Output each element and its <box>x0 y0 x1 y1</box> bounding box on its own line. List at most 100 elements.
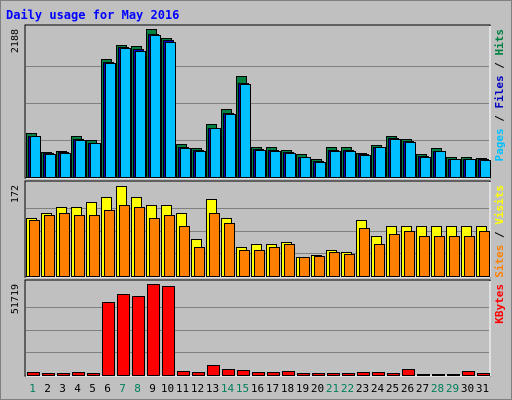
day-label-10: 10 <box>161 382 174 395</box>
bar-pages-day-20 <box>315 162 326 178</box>
day-label-7: 7 <box>119 382 126 395</box>
day-label-27: 27 <box>416 382 429 395</box>
bar-sites-day-21 <box>329 252 340 277</box>
bar-kbytes-day-25 <box>387 373 400 376</box>
bar-pages-day-3 <box>60 153 71 178</box>
day-label-1: 1 <box>29 382 36 395</box>
bar-pages-day-5 <box>90 143 101 178</box>
side-label-part: Visits <box>493 185 506 225</box>
bar-kbytes-day-2 <box>42 373 55 376</box>
bar-pages-day-28 <box>435 151 446 178</box>
bar-sites-day-28 <box>434 236 445 277</box>
bar-pages-day-14 <box>225 114 236 178</box>
bar-pages-day-9 <box>150 35 161 178</box>
day-label-18: 18 <box>281 382 294 395</box>
bar-pages-day-31 <box>480 160 491 178</box>
bar-pages-day-6 <box>105 63 116 178</box>
chart-title: Daily usage for May 2016 <box>6 8 179 22</box>
bar-kbytes-day-15 <box>237 370 250 376</box>
bar-kbytes-day-10 <box>162 286 175 376</box>
panel-top: 2188 Pages / Files / Hits <box>10 24 506 179</box>
y-max-label: 172 <box>10 185 21 203</box>
bar-kbytes-day-27 <box>417 374 430 376</box>
day-label-2: 2 <box>44 382 51 395</box>
bar-pages-day-16 <box>255 150 266 178</box>
bar-kbytes-day-28 <box>432 374 445 376</box>
plot-area <box>24 279 491 377</box>
bars-bottom <box>27 284 490 376</box>
bar-kbytes-day-29 <box>447 374 460 376</box>
panel-middle: 172 Sites / Visits <box>10 180 506 278</box>
bar-kbytes-day-12 <box>192 372 205 376</box>
side-label-part: Sites <box>493 245 506 278</box>
bar-sites-day-7 <box>119 205 130 277</box>
day-label-23: 23 <box>356 382 369 395</box>
bar-sites-day-10 <box>164 215 175 277</box>
bar-sites-day-26 <box>404 231 415 277</box>
day-label-5: 5 <box>89 382 96 395</box>
day-label-22: 22 <box>341 382 354 395</box>
day-label-6: 6 <box>104 382 111 395</box>
bar-kbytes-day-11 <box>177 371 190 376</box>
side-label-part: Hits <box>493 29 506 56</box>
bar-pages-day-18 <box>285 153 296 178</box>
bar-kbytes-day-3 <box>57 373 70 376</box>
day-label-30: 30 <box>461 382 474 395</box>
bar-sites-day-22 <box>344 254 355 277</box>
bar-pages-day-19 <box>300 157 311 178</box>
bar-sites-day-15 <box>239 250 250 277</box>
day-label-13: 13 <box>206 382 219 395</box>
bar-pages-day-24 <box>375 147 386 178</box>
day-label-31: 31 <box>476 382 489 395</box>
bar-pages-day-15 <box>240 84 251 178</box>
side-label: Pages / Files / Hits <box>493 29 506 162</box>
bar-kbytes-day-30 <box>462 371 475 376</box>
side-label-part: Files <box>493 75 506 108</box>
chart-panels: 2188 Pages / Files / Hits 172 Sites / Visit… <box>10 24 506 377</box>
bar-kbytes-day-24 <box>372 372 385 376</box>
day-label-15: 15 <box>236 382 249 395</box>
day-label-19: 19 <box>296 382 309 395</box>
bar-pages-day-23 <box>360 155 371 178</box>
bar-pages-day-27 <box>420 157 431 178</box>
day-label-4: 4 <box>74 382 81 395</box>
day-label-25: 25 <box>386 382 399 395</box>
day-label-12: 12 <box>191 382 204 395</box>
bar-sites-day-31 <box>479 231 490 277</box>
side-label-part: KBytes <box>493 284 506 324</box>
bar-pages-day-22 <box>345 151 356 178</box>
day-label-21: 21 <box>326 382 339 395</box>
bar-pages-day-2 <box>45 154 56 178</box>
y-max-label: 2188 <box>10 29 21 53</box>
bar-sites-day-1 <box>29 220 40 277</box>
bar-kbytes-day-26 <box>402 369 415 376</box>
day-labels: 1 2 3 4 5 6 7 8 9 10 11 12 13 14 15 16 17 18 19 20 21 22 23 24 2… <box>29 382 489 395</box>
bar-pages-day-30 <box>465 159 476 178</box>
day-label-3: 3 <box>59 382 66 395</box>
bar-sites-day-27 <box>419 236 430 277</box>
bar-kbytes-day-9 <box>147 284 160 376</box>
bar-kbytes-day-18 <box>282 371 295 376</box>
bar-pages-day-8 <box>135 51 146 178</box>
day-label-16: 16 <box>251 382 264 395</box>
bar-pages-day-17 <box>270 151 281 178</box>
day-label-28: 28 <box>431 382 444 395</box>
bar-kbytes-day-13 <box>207 365 220 376</box>
bar-kbytes-day-8 <box>132 296 145 376</box>
bar-sites-day-3 <box>59 213 70 277</box>
bar-sites-day-18 <box>284 244 295 277</box>
bar-pages-day-10 <box>165 42 176 178</box>
bar-sites-day-25 <box>389 234 400 277</box>
bar-pages-day-1 <box>30 136 41 178</box>
bar-pages-day-11 <box>180 148 191 178</box>
day-label-8: 8 <box>134 382 141 395</box>
bar-sites-day-5 <box>89 215 100 277</box>
bar-kbytes-day-17 <box>267 372 280 376</box>
bar-kbytes-day-20 <box>312 373 325 376</box>
bar-kbytes-day-4 <box>72 372 85 376</box>
bar-pages-day-21 <box>330 151 341 178</box>
bar-sites-day-6 <box>104 210 115 277</box>
bar-pages-day-26 <box>405 142 416 178</box>
bars-top <box>26 29 491 178</box>
